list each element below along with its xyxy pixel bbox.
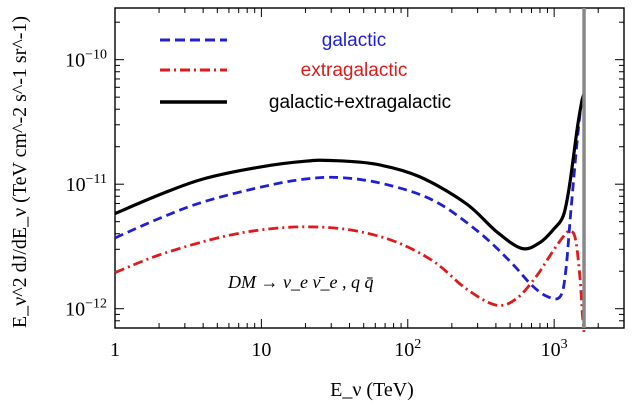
y-tick-label: 10−12	[65, 297, 107, 321]
x-tick-label: 103	[541, 337, 568, 361]
x-axis-title: E_ν (TeV)	[330, 379, 414, 401]
legend: galactic extragalactic galactic+extragal…	[160, 30, 451, 113]
legend-label-extragalactic: extragalactic	[301, 60, 408, 81]
y-axis-title: E_ν^2 dJ/dE_ν (TeV cm^-2 s^-1 sr^-1)	[9, 16, 31, 328]
x-tick-label: 102	[394, 337, 421, 361]
plot-frame	[114, 7, 625, 329]
decay-channel-annotation: DM → ν_e ν̄_e , q q̄	[227, 272, 373, 292]
y-tick-label: 10−10	[65, 48, 107, 72]
series-line-0	[114, 92, 586, 301]
legend-label-combined: galactic+extragalactic	[269, 92, 451, 113]
series-line-2	[114, 93, 586, 251]
series-line-1	[114, 225, 586, 333]
x-tick-label: 1	[110, 339, 120, 361]
series-layer	[114, 92, 586, 333]
ticks	[114, 8, 625, 329]
x-tick-label: 10	[251, 339, 271, 361]
y-tick-label: 10−11	[66, 172, 107, 196]
legend-label-galactic: galactic	[322, 30, 386, 51]
